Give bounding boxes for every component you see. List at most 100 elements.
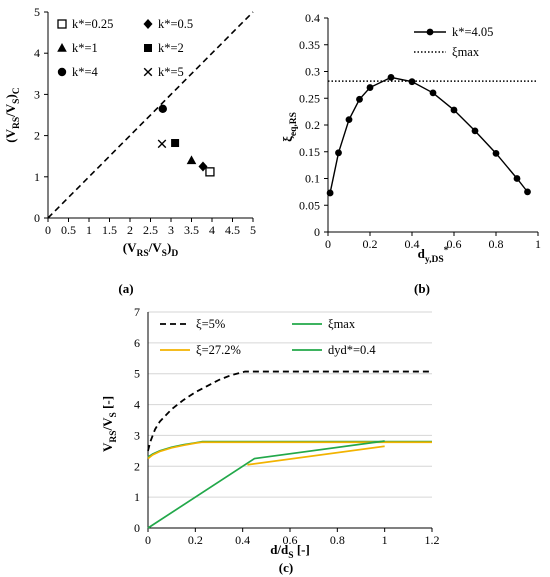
c-x-axis-label: d/dS [-] [270,542,310,561]
a-x-tick-label: 0.5 [61,223,76,237]
b-x-tick-label: 0.2 [363,237,378,251]
c-y-tick-label: 7 [134,305,140,319]
b-point [429,89,437,97]
a-reference-line [47,11,254,219]
b-y-tick-label: 0.05 [299,198,320,212]
a-x-tick-label: 5 [250,223,256,237]
b-x-tick-label: 0.8 [489,237,504,251]
c-legend-label: ξ=27.2% [196,343,241,357]
a-legend-marker-stroke-b [143,67,153,77]
c-legend-label: ξ=5% [196,317,225,331]
a-y-tick-label: 4 [34,46,40,60]
b-point [471,127,479,135]
b-point [387,73,395,81]
a-x-tick-label: 1.5 [102,223,117,237]
a-x-tick-label: 0 [45,223,51,237]
a-legend-label: k*=0.25 [72,17,113,31]
c-panel-label: (c) [279,560,293,575]
c-y-tick-label: 5 [134,367,140,381]
panel-a: 0 0.5 1 1.5 2 2.5 3 3.5 4 4.5 5 0 1 2 3 4 5 k*=0.25 k*=0.5… [3,5,256,296]
b-x-tick-label: 1 [535,237,541,251]
c-x-tick-label: 0.2 [188,533,203,547]
a-x-tick-label: 2 [127,223,133,237]
b-point [450,106,458,114]
b-point [366,84,374,91]
a-legend-marker [57,67,67,77]
b-point [524,188,531,196]
a-x-tick-label: 3.5 [184,223,199,237]
b-point [492,149,500,157]
c-series-dyd04 [147,440,385,529]
a-y-tick-label: 0 [34,211,40,225]
b-y-tick-label: 0 [314,225,320,239]
a-point-k5 [157,139,167,149]
a-point-k2 [171,139,180,148]
c-legend-label: ξmax [328,317,356,331]
a-y-tick-label: 1 [34,170,40,184]
c-x-tick-label: 1.2 [425,533,440,547]
c-y-tick-label: 0 [134,521,140,535]
b-y-tick-label: 0.35 [299,38,320,52]
a-panel-label: (a) [118,281,133,296]
c-y-tick-label: 2 [134,459,140,473]
a-legend-marker [144,44,152,52]
b-y-tick-label: 0.4 [305,11,320,25]
a-legend-label: k*=1 [72,41,98,55]
c-legend-label: dyd*=0.4 [328,343,376,357]
b-point [513,175,521,182]
c-y-tick-label: 1 [134,490,140,504]
a-legend-marker [57,19,67,29]
c-series-extra-4 [247,445,385,466]
b-x-tick-label: 0.6 [447,237,462,251]
a-legend-label: k*=0.5 [158,17,193,31]
a-legend: k*=0.25 k*=0.5 k*=1 k*=2 k*=4 k*=5 [57,17,193,79]
b-legend-marker-k [426,28,434,36]
c-x-tick-label: 0.6 [283,533,298,547]
a-y-tick-label: 5 [34,5,40,19]
c-legend: ξ=5% ξmax ξ=27.2% dyd*=0.4 [160,317,376,357]
a-point-k4 [158,104,167,114]
c-y-tick-label: 4 [134,398,140,412]
c-y-axis-label: VRS/VS [-] [100,396,119,452]
a-point-k1 [186,155,197,165]
b-x-axis-label: dy,DS* [418,246,449,265]
a-x-axis-label: (VRS/VS)D [123,240,179,259]
b-point [345,116,353,124]
c-series-272 [147,441,432,460]
a-point-k025 [205,167,215,177]
b-y-axis-label: ξeq,RS [280,112,299,142]
c-x-tick-label: 0 [145,533,151,547]
c-x-tick-label: 0.8 [330,533,345,547]
c-series-5 [147,370,432,452]
a-x-tick-label: 4 [209,223,215,237]
a-legend-marker [143,19,153,29]
b-point [335,149,342,157]
b-panel-label: (b) [414,281,430,296]
b-legend-label: k*=4.05 [452,25,493,39]
b-x-tick-label: 0.4 [405,237,420,251]
b-series-k405-line [329,76,529,194]
panel-c: 0 1 2 3 4 5 6 7 0 0.2 0.4 0.6 0.8 1 1.2 ξ=5% ξmax ξ=27.2%… [100,305,440,575]
b-y-tick-label: 0.25 [299,91,320,105]
b-y-tick-label: 0.3 [305,65,320,79]
b-y-tick-label: 0.2 [305,118,320,132]
b-x-tick-label: 0 [325,237,331,251]
a-y-tick-label: 3 [34,87,40,101]
a-x-tick-label: 2.5 [143,223,158,237]
a-legend-marker [57,43,67,52]
a-legend-marker [143,67,153,77]
panel-b: 0 0.2 0.4 0.6 0.8 1 0 0.05 0.1 0.15 0.2 0.25 0.3 0.35… [280,11,541,296]
c-y-tick-label: 3 [134,428,140,442]
a-legend-label: k*=4 [72,65,99,79]
a-x-tick-label: 1 [86,223,92,237]
a-point-k05 [198,161,208,172]
b-point [326,189,334,197]
b-point [408,78,416,86]
b-legend-label: ξmax [452,45,480,59]
a-legend-label: k*=5 [158,65,184,79]
a-point-k5-stroke-b [157,139,167,149]
b-y-tick-label: 0.15 [299,145,320,159]
b-y-tick-label: 0.1 [305,172,320,186]
c-x-tick-label: 0.4 [235,533,250,547]
